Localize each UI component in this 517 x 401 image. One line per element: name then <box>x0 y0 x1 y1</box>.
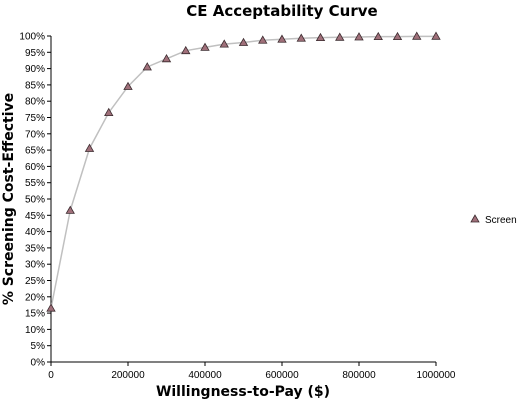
y-tick-label: 25% <box>25 276 45 287</box>
x-tick-label: 200000 <box>111 370 145 381</box>
y-tick-label: 35% <box>25 243 45 254</box>
data-point <box>219 39 229 48</box>
data-point <box>123 81 133 90</box>
legend: Screen <box>470 214 517 226</box>
data-point <box>296 33 306 42</box>
chart-title: CE Acceptability Curve <box>186 2 377 20</box>
data-point <box>431 31 441 40</box>
y-tick-label: 50% <box>25 195 45 206</box>
x-tick-label: 400000 <box>188 370 222 381</box>
x-tick-label: 800000 <box>342 370 376 381</box>
y-tick-label: 95% <box>25 48 45 59</box>
y-tick-label: 30% <box>25 260 45 271</box>
y-axis-title: % Screening Cost-Effective <box>1 93 17 305</box>
y-tick-label: 65% <box>25 146 45 157</box>
data-point <box>238 37 249 46</box>
y-tick-label: 0% <box>31 358 46 369</box>
data-point <box>200 42 210 51</box>
x-tick-label: 0 <box>48 370 54 381</box>
data-point <box>354 32 364 41</box>
data-point <box>104 107 114 117</box>
data-point <box>181 45 191 55</box>
y-tick-label: 100% <box>19 32 45 43</box>
y-tick-label: 40% <box>25 227 45 238</box>
data-point <box>392 31 403 41</box>
x-tick-label: 1000000 <box>417 370 456 381</box>
data-point <box>373 31 383 41</box>
legend-triangle-icon <box>470 214 480 223</box>
y-tick-label: 80% <box>25 97 45 108</box>
x-ticks: 0 200000 400000 600000 800000 1000000 <box>48 362 456 381</box>
y-tick-label: 10% <box>25 325 45 336</box>
y-tick-label: 60% <box>25 162 45 173</box>
y-ticks: 0% 5% 10% 15% 20% 25% 30% 35% 40% 45% 50% 55% 60% 65%… <box>19 32 51 369</box>
y-tick-label: 70% <box>25 129 45 140</box>
data-point <box>65 205 75 214</box>
y-tick-label: 5% <box>31 341 46 352</box>
legend-marker-screen <box>470 214 480 223</box>
y-tick-label: 55% <box>25 178 45 189</box>
data-point <box>142 62 152 71</box>
data-point <box>258 35 268 44</box>
y-tick-label: 20% <box>25 292 45 303</box>
y-tick-label: 90% <box>25 64 45 75</box>
data-point <box>84 143 95 152</box>
data-point <box>161 54 172 63</box>
y-tick-label: 75% <box>25 113 45 124</box>
data-point <box>46 303 56 312</box>
data-point <box>335 32 345 41</box>
y-tick-label: 45% <box>25 211 45 222</box>
data-point <box>315 32 326 42</box>
legend-label-screen: Screen <box>485 215 517 226</box>
x-axis-title: Willingness-to-Pay ($) <box>156 384 330 400</box>
series-line-screen <box>50 35 436 309</box>
series-markers-screen <box>46 31 441 312</box>
y-tick-label: 15% <box>25 309 45 320</box>
x-tick-label: 600000 <box>265 370 299 381</box>
data-point <box>412 31 422 40</box>
y-tick-label: 85% <box>25 80 45 91</box>
data-point <box>277 34 287 43</box>
